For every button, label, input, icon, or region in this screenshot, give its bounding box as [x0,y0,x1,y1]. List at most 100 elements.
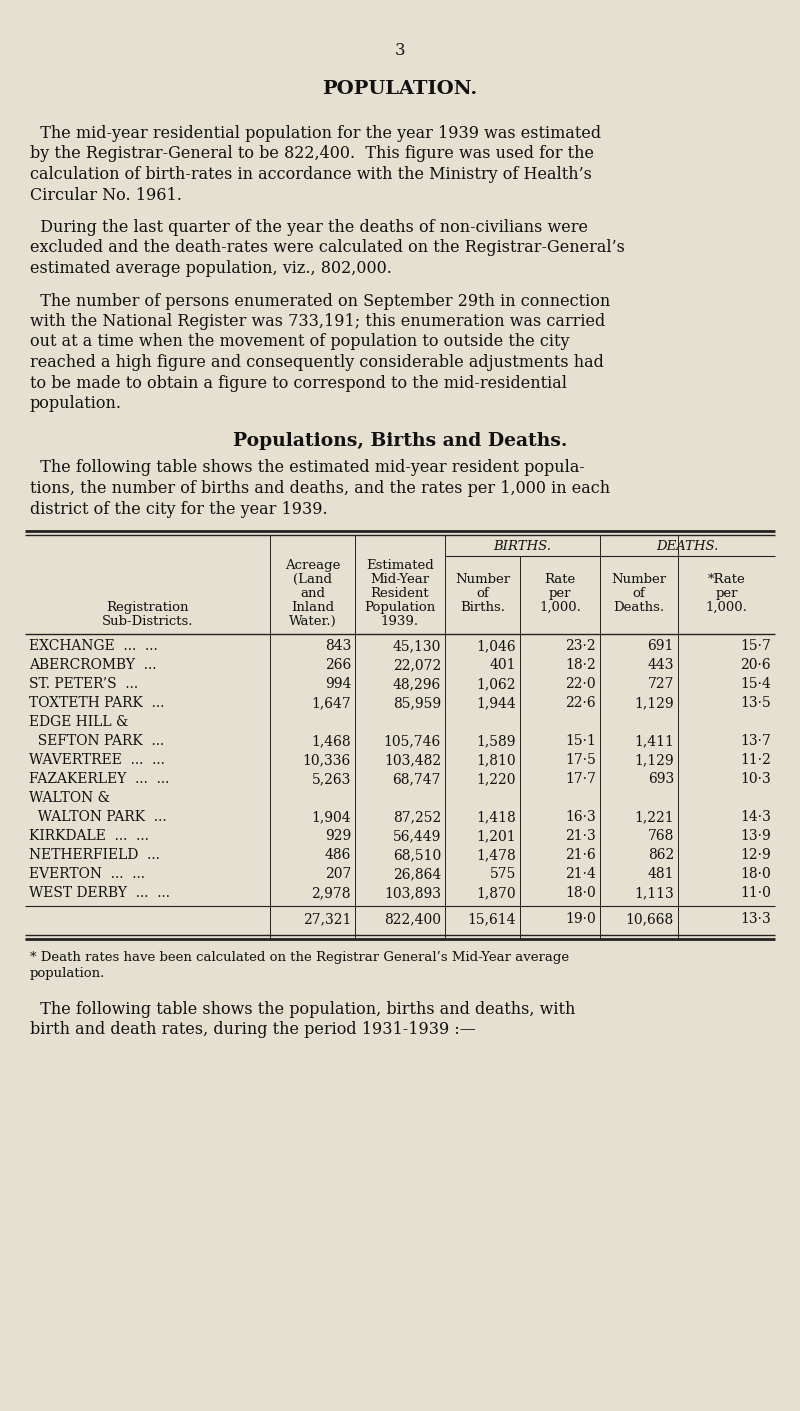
Text: 85,959: 85,959 [393,696,441,710]
Text: The mid-year residential population for the year 1939 was estimated: The mid-year residential population for … [30,126,601,143]
Text: EDGE HILL &: EDGE HILL & [29,715,128,729]
Text: Number: Number [611,573,666,586]
Text: 1,904: 1,904 [311,810,351,824]
Text: 10·3: 10·3 [740,772,771,786]
Text: 14·3: 14·3 [740,810,771,824]
Text: 1,000.: 1,000. [539,601,581,614]
Text: per: per [549,587,571,600]
Text: 1939.: 1939. [381,615,419,628]
Text: 862: 862 [648,848,674,862]
Text: WALTON PARK  ...: WALTON PARK ... [29,810,166,824]
Text: 21·4: 21·4 [565,866,596,880]
Text: DEATHS.: DEATHS. [656,540,718,553]
Text: 1,129: 1,129 [634,753,674,768]
Text: 21·3: 21·3 [566,830,596,842]
Text: district of the city for the year 1939.: district of the city for the year 1939. [30,501,328,518]
Text: 20·6: 20·6 [740,658,771,672]
Text: 1,468: 1,468 [311,734,351,748]
Text: WALTON &: WALTON & [29,792,110,806]
Text: Births.: Births. [460,601,505,614]
Text: 1,411: 1,411 [634,734,674,748]
Text: 1,220: 1,220 [477,772,516,786]
Text: Registration: Registration [106,601,189,614]
Text: 1,647: 1,647 [311,696,351,710]
Text: WEST DERBY  ...  ...: WEST DERBY ... ... [29,886,170,900]
Text: * Death rates have been calculated on the Registrar General’s Mid-Year average: * Death rates have been calculated on th… [30,951,569,964]
Text: 19·0: 19·0 [566,912,596,926]
Text: 21·6: 21·6 [566,848,596,862]
Text: 727: 727 [647,677,674,691]
Text: 103,893: 103,893 [384,886,441,900]
Text: 1,944: 1,944 [476,696,516,710]
Text: 23·2: 23·2 [566,639,596,653]
Text: Acreage: Acreage [285,559,340,571]
Text: 691: 691 [648,639,674,653]
Text: 18·0: 18·0 [740,866,771,880]
Text: population.: population. [30,967,106,981]
Text: 26,864: 26,864 [393,866,441,880]
Text: 1,000.: 1,000. [706,601,747,614]
Text: 17·5: 17·5 [565,753,596,768]
Text: 22·6: 22·6 [566,696,596,710]
Text: out at a time when the movement of population to outside the city: out at a time when the movement of popul… [30,333,570,350]
Text: 3: 3 [394,42,406,59]
Text: Sub-Districts.: Sub-Districts. [102,615,194,628]
Text: NETHERFIELD  ...: NETHERFIELD ... [29,848,160,862]
Text: ST. PETER’S  ...: ST. PETER’S ... [29,677,138,691]
Text: 481: 481 [647,866,674,880]
Text: Populations, Births and Deaths.: Populations, Births and Deaths. [233,432,567,450]
Text: estimated average population, viz., 802,000.: estimated average population, viz., 802,… [30,260,392,277]
Text: The following table shows the population, births and deaths, with: The following table shows the population… [30,1000,575,1017]
Text: 13·3: 13·3 [740,912,771,926]
Text: During the last quarter of the year the deaths of non-civilians were: During the last quarter of the year the … [30,219,588,236]
Text: 1,201: 1,201 [476,830,516,842]
Text: 1,478: 1,478 [476,848,516,862]
Text: calculation of birth-rates in accordance with the Ministry of Health’s: calculation of birth-rates in accordance… [30,166,592,183]
Text: EVERTON  ...  ...: EVERTON ... ... [29,866,145,880]
Text: 929: 929 [325,830,351,842]
Text: 12·9: 12·9 [740,848,771,862]
Text: 16·3: 16·3 [566,810,596,824]
Text: TOXTETH PARK  ...: TOXTETH PARK ... [29,696,164,710]
Text: Water.): Water.) [289,615,336,628]
Text: of: of [633,587,646,600]
Text: 1,046: 1,046 [476,639,516,653]
Text: *Rate: *Rate [708,573,746,586]
Text: 45,130: 45,130 [393,639,441,653]
Text: 1,062: 1,062 [477,677,516,691]
Text: KIRKDALE  ...  ...: KIRKDALE ... ... [29,830,149,842]
Text: Resident: Resident [370,587,430,600]
Text: POPULATION.: POPULATION. [322,80,478,97]
Text: The number of persons enumerated on September 29th in connection: The number of persons enumerated on Sept… [30,292,610,309]
Text: reached a high figure and consequently considerable adjustments had: reached a high figure and consequently c… [30,354,604,371]
Text: 5,263: 5,263 [312,772,351,786]
Text: 1,810: 1,810 [476,753,516,768]
Text: Estimated: Estimated [366,559,434,571]
Text: 575: 575 [490,866,516,880]
Text: 56,449: 56,449 [393,830,441,842]
Text: 15·4: 15·4 [740,677,771,691]
Text: 22·0: 22·0 [566,677,596,691]
Text: 103,482: 103,482 [384,753,441,768]
Text: 13·9: 13·9 [740,830,771,842]
Text: 15·7: 15·7 [740,639,771,653]
Text: 1,418: 1,418 [476,810,516,824]
Text: 2,978: 2,978 [311,886,351,900]
Text: per: per [715,587,738,600]
Text: Rate: Rate [544,573,576,586]
Text: 486: 486 [325,848,351,862]
Text: with the National Register was 733,191; this enumeration was carried: with the National Register was 733,191; … [30,313,606,330]
Text: and: and [300,587,325,600]
Text: to be made to obtain a figure to correspond to the mid-residential: to be made to obtain a figure to corresp… [30,374,567,391]
Text: 768: 768 [648,830,674,842]
Text: (Land: (Land [293,573,332,586]
Text: 994: 994 [325,677,351,691]
Text: 15·1: 15·1 [565,734,596,748]
Text: 11·0: 11·0 [740,886,771,900]
Text: by the Registrar-General to be 822,400.  This figure was used for the: by the Registrar-General to be 822,400. … [30,145,594,162]
Text: 10,336: 10,336 [302,753,351,768]
Text: FAZAKERLEY  ...  ...: FAZAKERLEY ... ... [29,772,170,786]
Text: 1,870: 1,870 [476,886,516,900]
Text: WAVERTREE  ...  ...: WAVERTREE ... ... [29,753,165,768]
Text: 27,321: 27,321 [302,912,351,926]
